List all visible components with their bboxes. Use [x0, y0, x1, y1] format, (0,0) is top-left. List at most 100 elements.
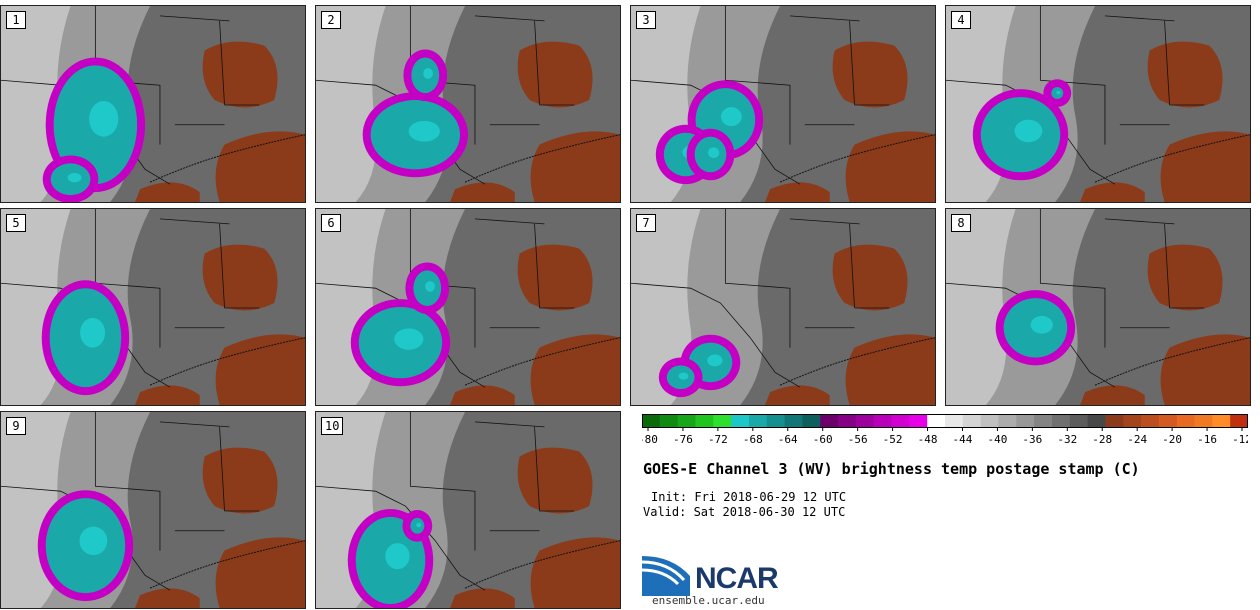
colorbar-swatch [838, 414, 857, 428]
postage-stamp-panel: 7 [630, 208, 936, 406]
wv-imagery-map [631, 209, 935, 405]
colorbar-swatch [766, 414, 786, 428]
storm-cloud-top [1014, 119, 1043, 143]
colorbar-tick-label: -32 [1057, 433, 1077, 446]
dry-region [845, 334, 935, 405]
dry-region [517, 447, 593, 514]
colorbar-border [642, 414, 1248, 428]
dry-region [1080, 182, 1145, 202]
colorbar-tick-label: -76 [673, 433, 693, 446]
panel-label: 9 [6, 417, 26, 435]
panel-label: 1 [6, 11, 26, 29]
dry-region [450, 385, 515, 405]
wv-imagery-map [316, 412, 620, 608]
colorbar-swatch [1069, 414, 1089, 428]
postage-stamp-panel: 9 [0, 411, 306, 609]
panel-label: 7 [636, 214, 656, 232]
dry-region [1147, 244, 1223, 311]
site-url: ensemble.ucar.edu [652, 594, 765, 607]
dry-region [1160, 334, 1250, 405]
moist-region-bright [946, 209, 1016, 405]
colorbar-swatch [1016, 414, 1035, 428]
wv-imagery-map [946, 6, 1250, 202]
dry-region [135, 182, 200, 202]
colorbar: -80 -76 -72 -68 -64 -60 -56 -52 -48 -44 -40 -36 -32 -… [642, 414, 1248, 446]
dry-region [845, 131, 935, 202]
panel-label: 4 [951, 11, 971, 29]
colorbar-tick-label: -24 [1127, 433, 1147, 446]
dry-region [450, 588, 515, 608]
storm-cloud-top [385, 543, 410, 570]
colorbar-swatch [642, 414, 661, 428]
colorbar-swatch [980, 414, 999, 428]
dry-region [832, 244, 908, 311]
dry-region [765, 182, 830, 202]
dry-region [517, 244, 593, 311]
colorbar-swatch [802, 414, 821, 428]
colorbar-swatch [909, 414, 928, 428]
figure-title: GOES-E Channel 3 (WV) brightness temp po… [643, 460, 1140, 478]
colorbar-tick-label: -60 [813, 433, 833, 446]
colorbar-tick-label: -52 [883, 433, 903, 446]
dry-region [202, 41, 278, 108]
dry-region [517, 41, 593, 108]
panel-label: 2 [321, 11, 341, 29]
colorbar-swatch [1051, 414, 1071, 428]
colorbar-swatch [998, 414, 1017, 428]
storm-cloud-top [678, 372, 689, 380]
storm-cloud-top [416, 522, 422, 528]
postage-stamp-panel: 5 [0, 208, 306, 406]
colorbar-swatch [873, 414, 893, 428]
colorbar-tick-label: -80 [642, 433, 658, 446]
wv-imagery-map [631, 6, 935, 202]
colorbar-tick-label: -40 [987, 433, 1007, 446]
storm-cloud-top [408, 120, 440, 142]
state-boundary-lines [631, 209, 890, 388]
colorbar-swatch [1176, 414, 1196, 428]
colorbar-swatch [659, 414, 679, 428]
dry-region [202, 244, 278, 311]
postage-stamp-panel: 2 [315, 5, 621, 203]
colorbar-swatch [695, 414, 714, 428]
colorbar-tick-label: -16 [1197, 433, 1217, 446]
ncar-logo-icon [642, 556, 690, 596]
dry-region [1147, 41, 1223, 108]
colorbar-swatch [1141, 414, 1160, 428]
colorbar-tick-label: -28 [1092, 433, 1112, 446]
colorbar-swatch [1158, 414, 1178, 428]
storm-cloud-top [89, 101, 119, 137]
colorbar-swatch [945, 414, 964, 428]
colorbar-tick-label: -20 [1162, 433, 1182, 446]
colorbar-swatch [1230, 414, 1248, 428]
colorbar-swatch [677, 414, 696, 428]
colorbar-swatch [855, 414, 875, 428]
valid-time: Valid: Sat 2018-06-30 12 UTC [643, 505, 846, 519]
dry-region [135, 588, 200, 608]
storm-cloud-top [425, 281, 435, 292]
storm-cloud-top [1030, 315, 1053, 334]
dry-region [202, 447, 278, 514]
panel-label: 8 [951, 214, 971, 232]
dry-region [450, 182, 515, 202]
colorbar-swatch [731, 414, 750, 428]
storm-cloud-top [67, 172, 82, 183]
colorbar-swatch [1087, 414, 1106, 428]
colorbar-tick-label: -36 [1022, 433, 1042, 446]
panel-label: 5 [6, 214, 26, 232]
dry-region [832, 41, 908, 108]
ncar-logo-text: NCAR [695, 562, 779, 595]
wv-imagery-map [1, 209, 305, 405]
wv-imagery-map [1, 412, 305, 608]
colorbar-tick-label: -68 [743, 433, 763, 446]
colorbar-tick-label: -72 [708, 433, 728, 446]
panel-label: 6 [321, 214, 341, 232]
colorbar-swatch [784, 414, 803, 428]
colorbar-tick-label: -48 [918, 433, 938, 446]
dry-region [530, 334, 620, 405]
storm-cloud-top [423, 68, 433, 79]
dry-region [530, 537, 620, 608]
panel-label: 3 [636, 11, 656, 29]
storm-cloud-top [720, 107, 742, 127]
colorbar-swatch [927, 414, 946, 428]
dry-region [1080, 385, 1145, 405]
